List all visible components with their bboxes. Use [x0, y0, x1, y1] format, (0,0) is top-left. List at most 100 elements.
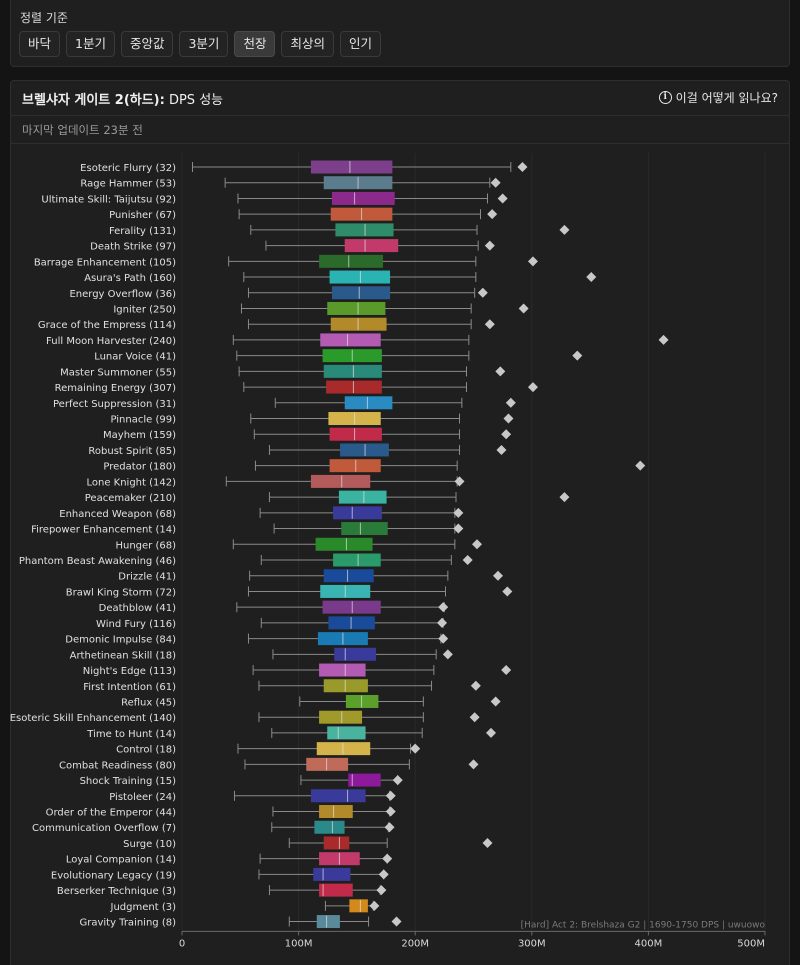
iqr-box	[323, 836, 350, 850]
iqr-box	[320, 333, 381, 347]
max-marker	[490, 177, 501, 188]
iqr-box	[323, 679, 368, 693]
series-label: Barrage Enhancement (105)	[34, 257, 176, 268]
iqr-box	[314, 820, 345, 834]
iqr-box	[327, 726, 366, 740]
iqr-box	[310, 160, 393, 174]
iqr-box	[310, 474, 371, 488]
series-label: Night's Edge (113)	[83, 666, 176, 677]
series-label: Predator (180)	[103, 462, 176, 473]
series-label: Loyal Companion (14)	[66, 855, 176, 866]
iqr-box	[306, 757, 349, 771]
x-tick-label: 0	[179, 938, 185, 949]
max-marker	[492, 570, 503, 581]
iqr-box	[345, 694, 379, 708]
iqr-box	[329, 270, 391, 284]
iqr-box	[330, 317, 387, 331]
max-marker	[505, 397, 516, 408]
iqr-box	[338, 490, 387, 504]
series-label: Pinnacle (99)	[110, 415, 176, 426]
iqr-box	[326, 380, 382, 394]
max-marker	[572, 350, 583, 361]
max-marker	[453, 507, 464, 518]
sort-button-popular[interactable]: 인기	[339, 31, 381, 57]
how-to-read-link[interactable]: i 이걸 어떻게 읽나요?	[658, 89, 778, 106]
series-label: Reflux (45)	[121, 697, 176, 708]
iqr-box	[333, 553, 381, 567]
series-label: Phantom Beast Awakening (46)	[19, 556, 176, 567]
series-label: Lone Knight (142)	[86, 477, 176, 488]
max-marker	[385, 790, 396, 801]
iqr-box	[313, 867, 351, 881]
max-marker	[482, 837, 493, 848]
series-label: Punisher (67)	[109, 210, 176, 221]
series-label: Ultimate Skill: Taijutsu (92)	[41, 194, 176, 205]
iqr-box	[327, 301, 386, 315]
chart-header: 브렐샤자 게이트 2(하드): DPS 성능 i 이걸 어떻게 읽나요?	[11, 81, 789, 116]
max-marker	[495, 366, 506, 377]
sort-button-floor[interactable]: 바닥	[19, 31, 61, 57]
max-marker	[496, 444, 507, 455]
x-tick-label: 400M	[635, 938, 663, 949]
series-label: Drizzle (41)	[118, 572, 176, 583]
max-marker	[502, 586, 513, 597]
last-updated: 마지막 업데이트 23분 전	[22, 123, 143, 137]
iqr-box	[333, 506, 382, 520]
max-marker	[437, 617, 448, 628]
series-label: Judgment (3)	[110, 902, 177, 913]
max-marker	[490, 696, 501, 707]
info-icon: i	[658, 91, 672, 104]
max-marker	[442, 649, 453, 660]
iqr-box	[344, 396, 393, 410]
max-marker	[559, 224, 570, 235]
max-marker	[391, 916, 402, 927]
series-label: Pistoleer (24)	[109, 792, 176, 803]
sort-button-group: 바닥 1분기 중앙값 3분기 천장 최상의 인기	[19, 31, 381, 57]
iqr-box	[331, 286, 391, 300]
iqr-box	[323, 569, 374, 583]
max-marker	[392, 775, 403, 786]
series-label: Arthetinean Skill (18)	[70, 650, 176, 661]
max-marker	[378, 869, 389, 880]
series-label: Robust Spirit (85)	[88, 446, 176, 457]
max-marker	[658, 334, 669, 345]
series-label: First Intention (61)	[83, 682, 176, 693]
sort-title: 정렬 기준	[20, 11, 68, 25]
max-marker	[527, 256, 538, 267]
series-label: Lunar Voice (41)	[94, 352, 176, 363]
iqr-box	[316, 915, 340, 929]
iqr-box	[319, 883, 353, 897]
sort-button-q3[interactable]: 3분기	[179, 31, 229, 57]
page-title-raid: 브렐샤자 게이트 2(하드):	[22, 93, 165, 108]
max-marker	[410, 743, 421, 754]
series-label: Master Summoner (55)	[60, 367, 176, 378]
iqr-box	[319, 805, 353, 819]
iqr-box	[348, 773, 381, 787]
iqr-box	[331, 191, 395, 205]
series-label: Rage Hammer (53)	[80, 179, 176, 190]
max-marker	[438, 602, 449, 613]
iqr-box	[329, 427, 382, 441]
max-marker	[376, 885, 387, 896]
sort-button-best[interactable]: 최상의	[281, 31, 334, 57]
x-tick-label: 100M	[285, 938, 313, 949]
series-label: Gravity Training (8)	[79, 918, 176, 929]
sort-button-q1[interactable]: 1분기	[66, 31, 115, 57]
series-label: Hunger (68)	[115, 540, 176, 551]
chart-panel: 브렐샤자 게이트 2(하드): DPS 성능 i 이걸 어떻게 읽나요? 마지막…	[10, 80, 790, 965]
sort-button-median[interactable]: 중앙값	[120, 31, 174, 57]
iqr-box	[334, 647, 377, 661]
max-marker	[501, 665, 512, 676]
series-label: Surge (10)	[123, 839, 176, 850]
iqr-box	[319, 663, 366, 677]
sort-button-ceiling[interactable]: 천장	[234, 31, 276, 57]
iqr-box	[341, 522, 388, 536]
sort-panel: 정렬 기준 바닥 1분기 중앙값 3분기 천장 최상의 인기	[10, 0, 790, 67]
iqr-box	[322, 600, 381, 614]
iqr-box	[328, 616, 375, 630]
x-tick-label: 300M	[518, 938, 546, 949]
series-label: Esoteric Skill Enhancement (140)	[10, 713, 176, 724]
iqr-box	[319, 254, 384, 268]
series-label: Wind Fury (116)	[96, 619, 176, 630]
